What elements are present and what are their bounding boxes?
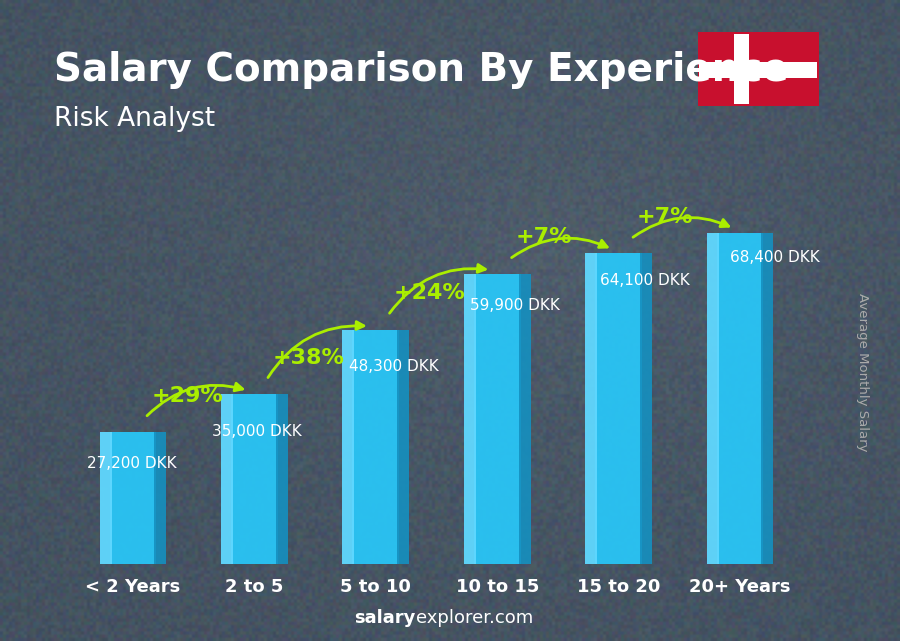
Text: +38%: +38% (273, 348, 345, 368)
Text: +24%: +24% (394, 283, 465, 303)
Bar (595, 253, 642, 564)
Text: Risk Analyst: Risk Analyst (54, 106, 215, 132)
Text: 27,200 DKK: 27,200 DKK (86, 456, 176, 472)
Bar (706, 233, 719, 564)
Bar (761, 233, 773, 564)
Bar (734, 33, 749, 104)
Text: 64,100 DKK: 64,100 DKK (600, 273, 690, 288)
Text: explorer.com: explorer.com (416, 609, 533, 627)
Bar (473, 274, 520, 564)
Bar (640, 253, 652, 564)
Bar (518, 274, 531, 564)
Text: Salary Comparison By Experience: Salary Comparison By Experience (54, 51, 788, 89)
Bar (231, 394, 278, 564)
Text: 59,900 DKK: 59,900 DKK (471, 298, 561, 313)
Bar (100, 432, 112, 564)
Bar (464, 274, 476, 564)
Text: Average Monthly Salary: Average Monthly Salary (856, 292, 868, 451)
Bar (110, 432, 157, 564)
Bar (585, 253, 598, 564)
Text: 35,000 DKK: 35,000 DKK (212, 424, 302, 438)
Text: +29%: +29% (151, 386, 223, 406)
Text: 48,300 DKK: 48,300 DKK (349, 359, 439, 374)
Bar (699, 62, 817, 78)
Bar (342, 330, 355, 564)
Bar (221, 394, 233, 564)
Bar (154, 432, 166, 564)
Text: +7%: +7% (637, 207, 693, 227)
Bar (716, 233, 763, 564)
Text: 68,400 DKK: 68,400 DKK (731, 249, 820, 265)
Text: +7%: +7% (516, 227, 572, 247)
Text: salary: salary (355, 609, 416, 627)
Bar (275, 394, 288, 564)
FancyBboxPatch shape (695, 30, 822, 108)
Bar (397, 330, 410, 564)
Bar (353, 330, 400, 564)
